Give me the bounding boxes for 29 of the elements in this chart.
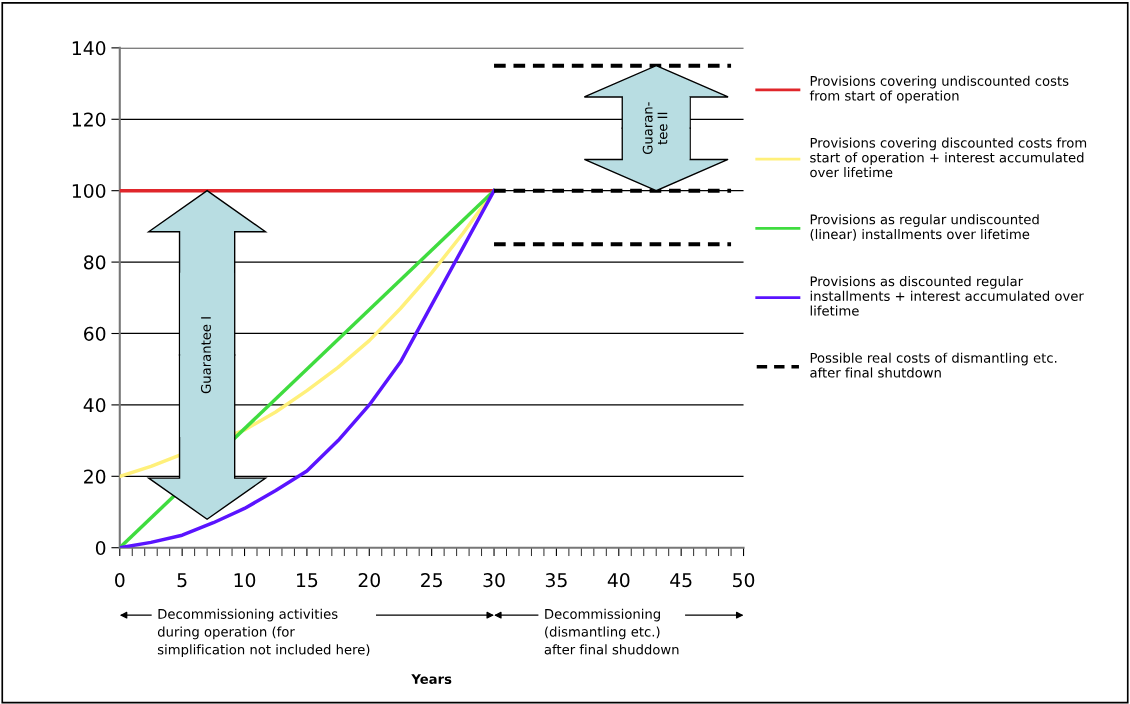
x-tick-label: 15 <box>297 573 318 588</box>
annotation: Guarantee I <box>200 317 211 394</box>
y-tick-label: 100 <box>72 183 106 199</box>
x-tick-label: 20 <box>358 573 380 588</box>
text: Decommissioning (dismantling etc.) after final shuddown <box>544 608 679 655</box>
y-tick-label: 120 <box>72 112 106 127</box>
legend-label: Provisions as regular undiscounted (linear) installments over lifetime <box>810 214 1039 241</box>
x-tick-label: 40 <box>607 573 630 588</box>
legend-label: Provisions covering discounted costs from start of operation + interest accumulated over lifetime <box>810 137 1087 178</box>
x-tick-label: 45 <box>670 573 692 588</box>
x-tick-label: 35 <box>545 573 567 588</box>
y-tick-label: 40 <box>83 398 106 413</box>
x-tick-label: 5 <box>177 573 187 588</box>
x-tick-label: 30 <box>483 573 505 588</box>
legend-label: Provisions as discounted regular installments + interest accumulated over lifetime <box>810 276 1084 316</box>
y-tick-label: 0 <box>95 540 106 556</box>
legend-label: Provisions covering undiscounted costs from start of operation <box>809 75 1069 104</box>
x-tick-label: 0 <box>115 573 125 588</box>
x-tick-label: 10 <box>234 573 256 588</box>
x-tick-label: 50 <box>733 573 755 588</box>
y-tick-label: 20 <box>84 469 106 484</box>
text: Years <box>411 674 452 684</box>
legend-label: Possible real costs of dismantling etc. after final shutdown <box>810 352 1057 378</box>
y-tick-label: 140 <box>72 41 106 56</box>
y-tick-label: 60 <box>84 326 106 341</box>
y-tick-label: 80 <box>84 255 106 270</box>
annotation: Guaran- tee II <box>642 102 668 155</box>
x-tick-label: 25 <box>421 573 442 588</box>
text: Decommissioning activities during operation (for simplification not included here) <box>157 608 370 658</box>
